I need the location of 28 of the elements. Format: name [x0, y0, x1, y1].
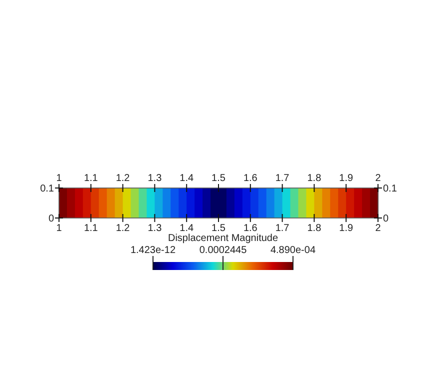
- x-tick-label: 1.1: [84, 173, 98, 184]
- x2-tick-label: 1.7: [275, 223, 290, 234]
- x2-tick-label: 1.6: [243, 223, 258, 234]
- x2-tick-label: 1.1: [84, 223, 98, 234]
- x-tick-label: 2: [375, 173, 382, 184]
- x2-tick-label: 1.2: [116, 223, 130, 234]
- x-tick-label: 1.5: [212, 173, 226, 184]
- x2-tick-label: 2: [375, 223, 382, 234]
- x-tick-label: 1.6: [243, 173, 258, 184]
- x2-tick-label: 1.4: [180, 223, 194, 234]
- x-tick-label: 1.2: [116, 173, 130, 184]
- y2-tick-label: 0: [383, 214, 389, 224]
- x-tick-label: 1: [56, 173, 62, 184]
- x-tick-label: 1.8: [307, 173, 322, 184]
- x2-tick-label: 1.9: [339, 223, 354, 234]
- color-bar-label: 4.890e-04: [270, 245, 316, 256]
- color-bar-label: 1.423e-12: [130, 245, 176, 256]
- x2-tick-label: 1.8: [307, 223, 322, 234]
- x2-tick-label: 1: [56, 223, 62, 234]
- y2-tick-label: 0.1: [383, 184, 398, 194]
- color-bar-label: 0.0002445: [199, 245, 248, 256]
- x-tick-label: 1.7: [275, 173, 290, 184]
- x-tick-label: 1.3: [148, 173, 162, 184]
- color-bar-title: Displacement Magnitude: [168, 233, 278, 244]
- x2-tick-label: 1.3: [148, 223, 162, 234]
- x-tick-label: 1.4: [180, 173, 194, 184]
- x-tick-label: 1.9: [339, 173, 354, 184]
- x2-tick-label: 1.5: [212, 223, 226, 234]
